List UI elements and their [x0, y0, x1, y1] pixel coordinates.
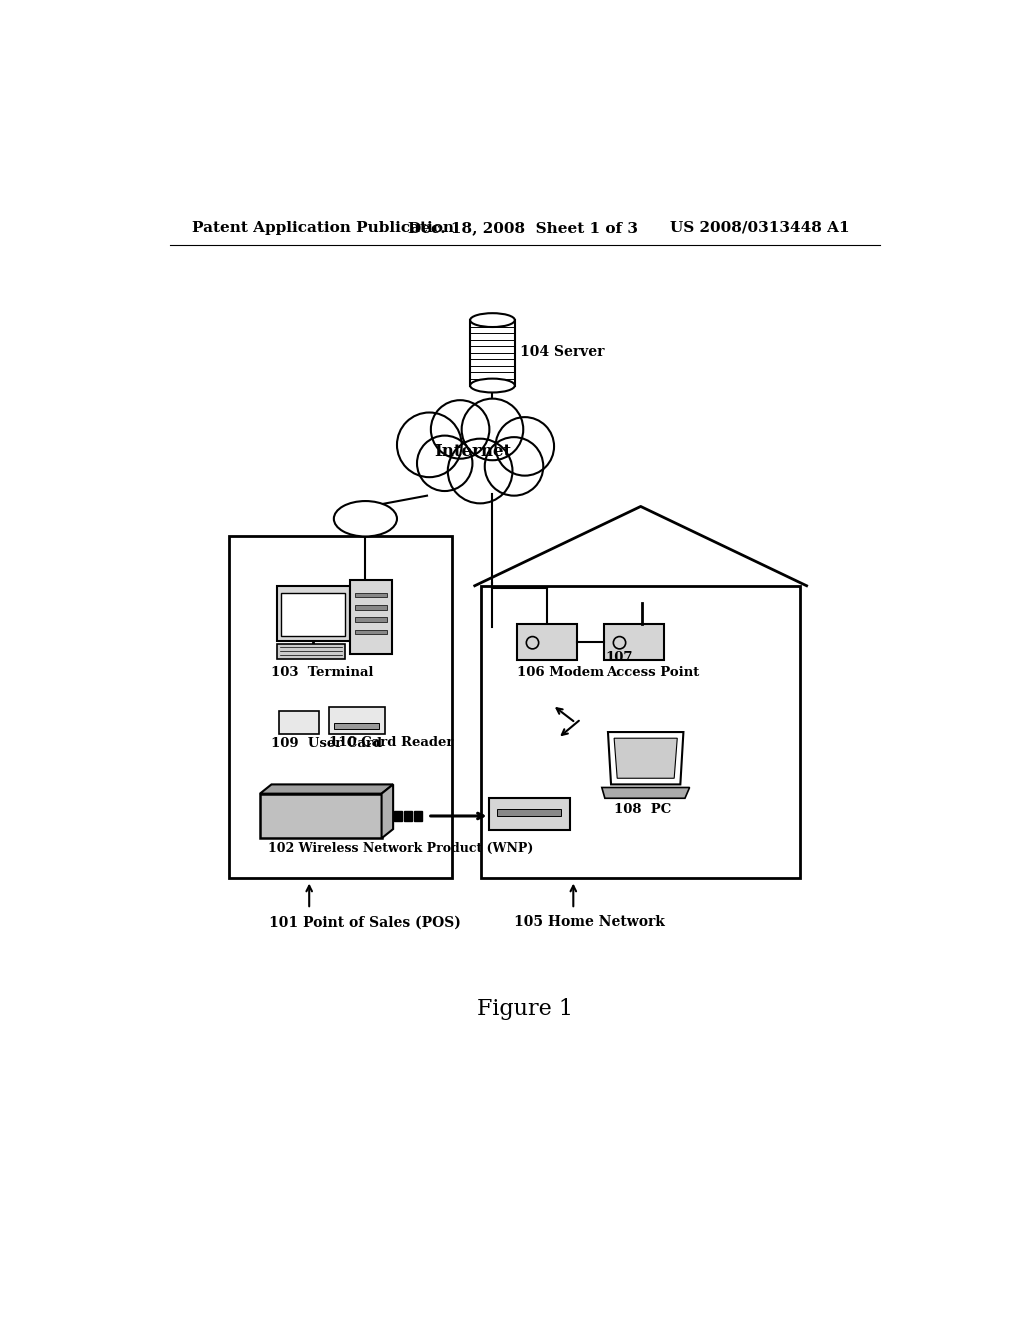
- Bar: [280, 711, 319, 734]
- Bar: [355, 593, 387, 598]
- Text: 108  PC: 108 PC: [614, 803, 672, 816]
- Text: 102 Wireless Network Product (WNP): 102 Wireless Network Product (WNP): [267, 842, 534, 855]
- Polygon shape: [608, 733, 683, 784]
- Bar: [334, 723, 379, 729]
- Ellipse shape: [470, 313, 515, 327]
- Bar: [276, 644, 345, 659]
- Bar: [282, 593, 345, 636]
- Ellipse shape: [470, 379, 515, 392]
- Bar: [229, 536, 453, 878]
- Bar: [414, 812, 422, 821]
- Bar: [394, 812, 401, 821]
- Bar: [330, 706, 385, 734]
- Circle shape: [417, 436, 472, 491]
- Text: Internet: Internet: [434, 442, 512, 459]
- Text: 110 Card Reader: 110 Card Reader: [330, 735, 454, 748]
- Text: 105 Home Network: 105 Home Network: [514, 915, 665, 929]
- Text: 104 Server: 104 Server: [520, 346, 604, 359]
- Polygon shape: [614, 738, 677, 779]
- Text: 109  User Card: 109 User Card: [271, 737, 383, 750]
- Bar: [260, 793, 382, 838]
- Circle shape: [484, 437, 544, 496]
- Bar: [276, 586, 350, 642]
- Circle shape: [462, 399, 523, 461]
- Bar: [355, 630, 387, 635]
- Bar: [355, 618, 387, 622]
- Bar: [403, 812, 412, 821]
- Polygon shape: [260, 784, 393, 793]
- Circle shape: [431, 400, 489, 459]
- Text: US 2008/0313448 A1: US 2008/0313448 A1: [670, 220, 849, 235]
- Polygon shape: [382, 784, 393, 838]
- Text: 103  Terminal: 103 Terminal: [271, 667, 374, 680]
- Text: Figure 1: Figure 1: [477, 998, 572, 1020]
- Bar: [350, 581, 392, 653]
- Ellipse shape: [334, 502, 397, 536]
- Text: Patent Application Publication: Patent Application Publication: [193, 220, 455, 235]
- Polygon shape: [602, 788, 689, 799]
- Text: 101 Point of Sales (POS): 101 Point of Sales (POS): [269, 915, 461, 929]
- Circle shape: [397, 413, 462, 478]
- Bar: [489, 797, 570, 830]
- Text: 106 Modem: 106 Modem: [517, 667, 604, 680]
- Circle shape: [496, 417, 554, 475]
- Text: 107
Access Point: 107 Access Point: [605, 651, 699, 680]
- Bar: [470, 321, 515, 385]
- Circle shape: [447, 438, 512, 503]
- Bar: [517, 624, 578, 660]
- Bar: [497, 809, 561, 816]
- Bar: [355, 605, 387, 610]
- Bar: [604, 624, 665, 660]
- Text: Dec. 18, 2008  Sheet 1 of 3: Dec. 18, 2008 Sheet 1 of 3: [408, 220, 638, 235]
